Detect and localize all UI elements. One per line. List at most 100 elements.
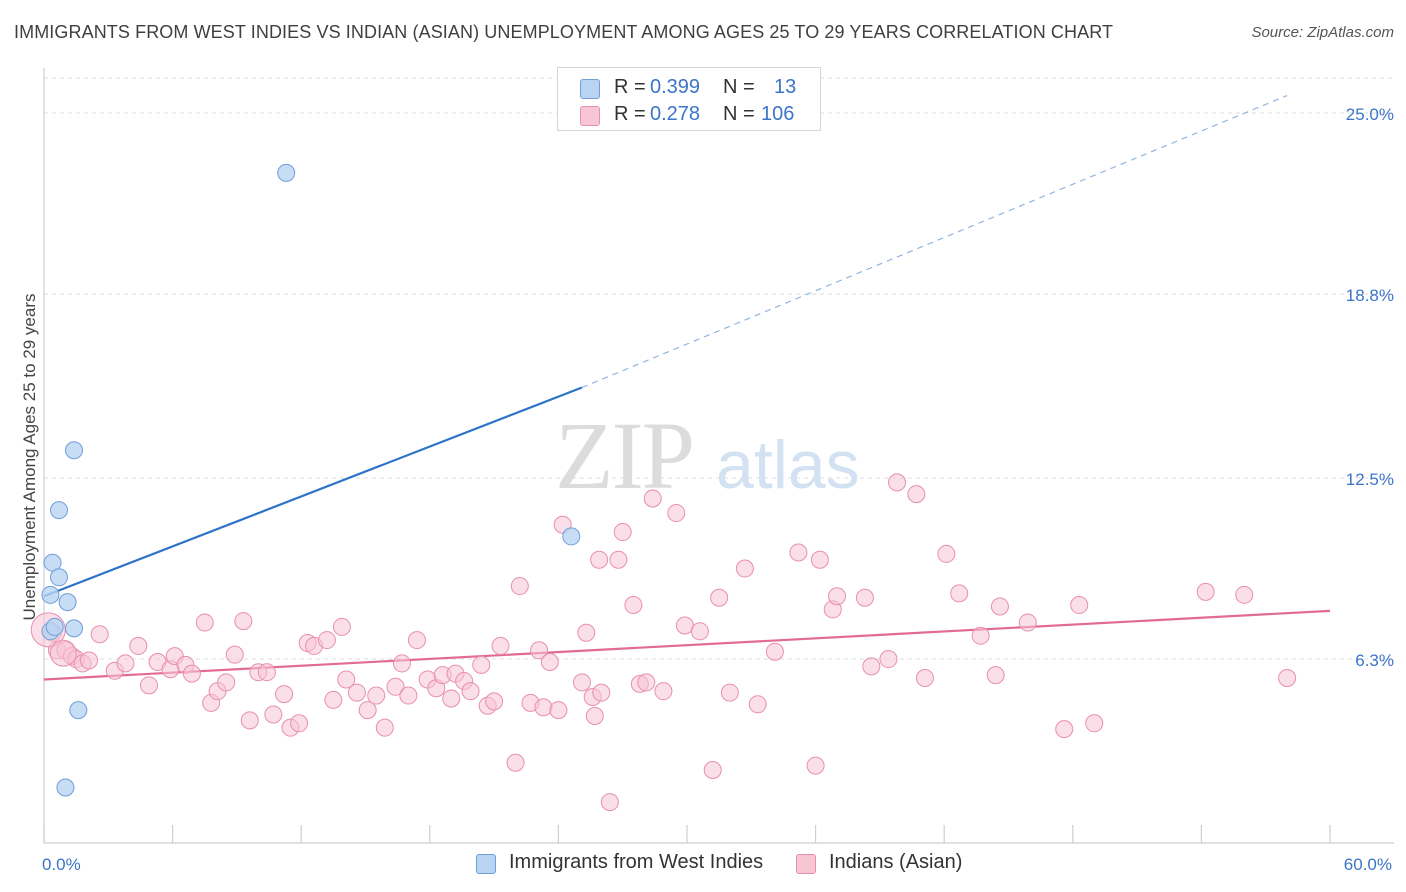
data-point-indians: [572, 673, 591, 692]
data-point-indians: [609, 550, 628, 569]
data-point-indians: [637, 673, 656, 692]
data-point-indians: [530, 641, 549, 660]
data-point-indians: [510, 577, 529, 596]
data-point-indians: [116, 654, 135, 673]
axes: [43, 68, 1394, 844]
r-label: R =: [614, 76, 646, 98]
r-value: 0.399: [650, 76, 701, 98]
data-point-indians: [789, 543, 808, 562]
data-point-indians: [264, 705, 283, 724]
r-value: 0.278: [650, 103, 701, 125]
data-point-indians: [855, 588, 874, 607]
data-point-west-indies: [41, 585, 60, 604]
data-point-indians: [907, 485, 926, 504]
correlation-legend: R = 0.399 N = 13 R = 0.278 N = 106: [557, 67, 821, 131]
trend-line-west-indies-extension: [581, 94, 1288, 389]
data-point-indians: [643, 489, 662, 508]
y-tick-label: 6.3%: [1355, 651, 1394, 670]
data-point-indians: [140, 676, 159, 695]
data-point-west-indies: [562, 527, 581, 546]
watermark: ZIP atlas: [555, 402, 860, 509]
data-point-indians: [324, 690, 343, 709]
data-point-indians: [534, 698, 553, 717]
data-point-indians: [337, 670, 356, 689]
data-point-indians: [888, 473, 907, 492]
data-point-indians: [735, 559, 754, 578]
series-indians-asian: [30, 473, 1297, 812]
data-point-indians: [290, 714, 309, 733]
data-point-indians: [915, 669, 934, 688]
data-point-indians: [990, 597, 1009, 616]
data-point-indians: [506, 753, 525, 772]
data-point-indians: [332, 617, 351, 636]
data-point-indians: [407, 631, 426, 650]
data-point-indians: [240, 711, 259, 730]
y-tick-label: 25.0%: [1346, 105, 1394, 124]
legend-row-indians: R = 0.278 N = 106: [558, 101, 820, 129]
data-point-indians: [275, 685, 294, 704]
tick-labels: 6.3% 12.5% 18.8% 25.0% 0.0% 60.0%: [42, 105, 1394, 874]
data-point-indians: [828, 587, 847, 606]
data-point-indians: [600, 793, 619, 812]
series-west-indies: [41, 163, 581, 797]
data-point-indians: [1055, 720, 1074, 739]
data-point-indians: [585, 706, 604, 725]
n-value: 13: [774, 76, 797, 98]
n-label: N =: [723, 76, 755, 98]
data-point-indians: [540, 652, 559, 671]
y-axis-label: Unemployment Among Ages 25 to 29 years: [20, 294, 39, 621]
data-point-indians: [485, 692, 504, 711]
data-point-indians: [442, 689, 461, 708]
trend-lines: [43, 94, 1331, 681]
data-point-indians: [80, 651, 99, 670]
legend-row-west-indies: R = 0.399 N = 13: [558, 74, 820, 102]
pink-swatch: [796, 854, 816, 874]
data-point-indians: [1235, 585, 1254, 604]
data-point-indians: [590, 550, 609, 569]
n-label: N =: [723, 103, 755, 125]
data-point-indians: [257, 663, 276, 682]
data-point-indians: [347, 683, 366, 702]
data-point-indians: [1070, 596, 1089, 615]
data-point-indians: [806, 756, 825, 775]
data-point-indians: [392, 654, 411, 673]
x-tick-label: 0.0%: [42, 855, 81, 874]
data-point-indians: [49, 639, 77, 667]
data-point-indians: [862, 657, 881, 676]
data-point-indians: [710, 588, 729, 607]
data-point-west-indies: [56, 778, 75, 797]
data-point-indians: [667, 504, 686, 523]
data-point-indians: [675, 616, 694, 635]
n-value: 106: [761, 103, 795, 125]
data-point-indians: [234, 612, 253, 631]
data-point-indians: [317, 631, 336, 650]
pink-swatch: [580, 106, 600, 126]
chart-title: IMMIGRANTS FROM WEST INDIES VS INDIAN (A…: [14, 22, 1114, 42]
data-point-west-indies: [45, 617, 64, 636]
r-label: R =: [614, 103, 646, 125]
data-point-indians: [654, 682, 673, 701]
watermark-zip: ZIP: [555, 402, 693, 509]
data-point-west-indies: [58, 593, 77, 612]
data-point-indians: [358, 701, 377, 720]
data-point-indians: [375, 718, 394, 737]
data-point-indians: [879, 650, 898, 669]
data-point-west-indies: [69, 701, 88, 720]
data-point-indians: [225, 645, 244, 664]
legend-label: Indians (Asian): [829, 851, 963, 873]
data-point-west-indies: [50, 568, 69, 587]
data-point-indians: [90, 625, 109, 644]
data-point-indians: [592, 683, 611, 702]
blue-swatch: [476, 854, 496, 874]
data-point-indians: [937, 544, 956, 563]
data-point-indians: [1278, 669, 1297, 688]
data-point-west-indies: [65, 441, 84, 460]
data-point-indians: [950, 584, 969, 603]
data-point-indians: [195, 613, 214, 632]
gridlines: [44, 77, 1394, 660]
data-point-indians: [129, 636, 148, 655]
trend-line-west-indies: [43, 386, 583, 598]
y-tick-label: 12.5%: [1346, 470, 1394, 489]
watermark-atlas: atlas: [716, 427, 860, 503]
